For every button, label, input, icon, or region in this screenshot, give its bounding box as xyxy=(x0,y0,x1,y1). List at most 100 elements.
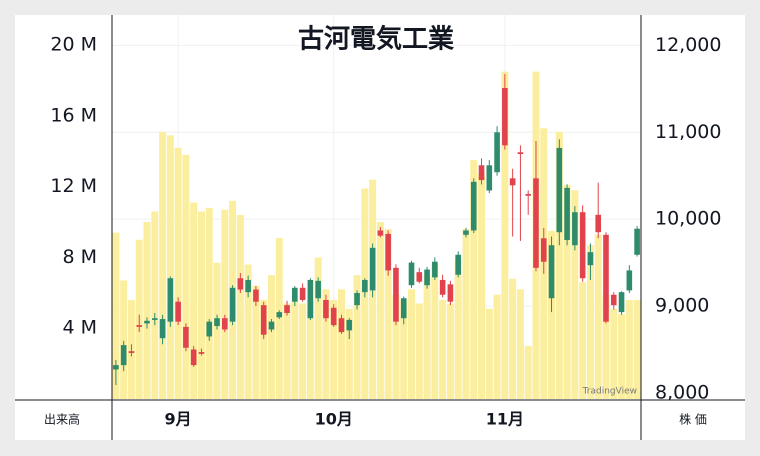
volume-bar xyxy=(392,294,400,399)
candle-body xyxy=(579,212,586,279)
candle-body xyxy=(190,349,197,366)
volume-bar xyxy=(322,289,330,399)
volume-bar xyxy=(244,264,252,399)
candle-body xyxy=(362,279,368,293)
candle-body xyxy=(470,181,477,231)
candle-body xyxy=(183,326,189,348)
volume-bar xyxy=(260,299,268,399)
candle-body xyxy=(478,165,485,181)
y-tick-label: 12,000 xyxy=(655,34,721,56)
candle-body xyxy=(408,262,415,286)
candle-body xyxy=(486,165,493,191)
candle-body xyxy=(175,301,181,322)
candle-body xyxy=(595,214,602,233)
x-tick-label: 10月 xyxy=(315,410,353,429)
candle-body xyxy=(564,187,570,241)
volume-bar xyxy=(345,308,353,399)
candle-body xyxy=(113,365,119,370)
candle-body xyxy=(276,312,283,318)
candle-body xyxy=(128,351,135,353)
volume-bar xyxy=(563,184,571,399)
volume-bar xyxy=(454,259,462,399)
volume-bar xyxy=(159,131,167,399)
watermark: TradingView xyxy=(582,387,637,397)
candle-body xyxy=(354,293,360,306)
volume-bar xyxy=(462,229,470,399)
volume-bar xyxy=(283,303,291,399)
candle-body xyxy=(603,234,609,322)
volume-bar xyxy=(166,135,174,400)
volume-bar xyxy=(151,211,159,399)
candle-body xyxy=(447,284,454,302)
volume-bar xyxy=(267,275,275,399)
volume-bar xyxy=(555,131,563,399)
y2-tick-label: 8 M xyxy=(62,246,97,268)
candle-body xyxy=(416,272,423,282)
volume-bar xyxy=(571,190,579,399)
volume-bar xyxy=(415,303,423,399)
candle-body xyxy=(432,261,438,278)
candle-body xyxy=(284,305,290,313)
volume-bar xyxy=(182,154,190,399)
volume-axis-label: 出来高 xyxy=(44,412,80,427)
volume-bar xyxy=(400,299,408,399)
volume-bar xyxy=(143,222,151,399)
volume-bar xyxy=(586,245,594,399)
volume-bar xyxy=(384,229,392,399)
volume-bar xyxy=(579,282,587,399)
candle-body xyxy=(330,307,337,326)
candle-body xyxy=(502,87,508,146)
volume-bar xyxy=(548,230,556,399)
candle-body xyxy=(144,320,150,324)
volume-bar xyxy=(337,289,345,399)
candle-body xyxy=(393,267,399,322)
candle-body xyxy=(634,228,640,255)
candle-body xyxy=(198,352,205,354)
volume-bar xyxy=(524,345,532,399)
candle-body xyxy=(159,319,166,339)
volume-bar xyxy=(516,289,524,399)
volume-bar xyxy=(431,264,439,399)
volume-bar xyxy=(633,299,641,399)
candle-body xyxy=(167,278,174,322)
y2-tick-label: 20 M xyxy=(50,34,97,56)
y-tick-label: 8,000 xyxy=(655,381,709,403)
candle-body xyxy=(439,279,446,295)
candle-body xyxy=(509,178,516,186)
candle-body xyxy=(626,270,633,291)
volume-bar xyxy=(423,275,431,399)
candle-body xyxy=(525,193,531,196)
candle-body xyxy=(540,238,547,262)
volume-bar xyxy=(509,278,517,399)
y-tick-label: 10,000 xyxy=(655,208,721,230)
volume-bar xyxy=(625,299,633,399)
candle-body xyxy=(338,318,345,333)
candle-body xyxy=(229,287,236,322)
volume-bar xyxy=(376,222,384,399)
volume-bar xyxy=(190,202,198,399)
candle-body xyxy=(253,289,259,302)
candle-body xyxy=(206,321,213,337)
candle-body xyxy=(136,325,143,327)
candle-body xyxy=(292,287,298,302)
candle-body xyxy=(385,233,391,271)
volume-bar xyxy=(353,275,361,399)
volume-bar xyxy=(205,207,213,399)
volume-bar xyxy=(112,232,120,399)
candle-body xyxy=(237,278,244,290)
candle-body xyxy=(151,318,158,320)
volume-bar xyxy=(306,299,314,399)
candle-body xyxy=(400,298,407,319)
volume-bar xyxy=(213,262,221,399)
volume-bar xyxy=(252,285,260,399)
candle-body xyxy=(556,147,563,233)
volume-bar xyxy=(291,299,299,399)
volume-bar xyxy=(501,71,509,399)
candle-body xyxy=(517,152,524,155)
candle-body xyxy=(455,254,461,275)
volume-bar xyxy=(485,308,493,399)
volume-bar xyxy=(174,147,182,399)
chart-title: 古河電気工業 xyxy=(298,24,454,55)
volume-bar xyxy=(602,294,610,399)
candle-body xyxy=(533,178,539,268)
